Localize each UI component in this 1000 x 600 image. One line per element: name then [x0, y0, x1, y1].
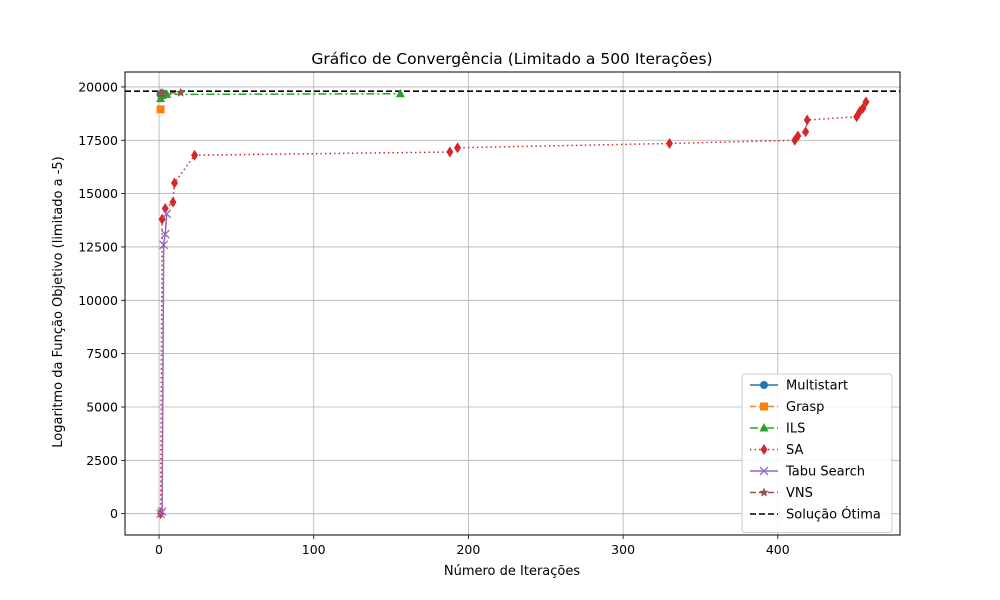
data-point-grasp [156, 105, 165, 114]
marker-shape [760, 444, 768, 455]
marker-shape [760, 402, 768, 411]
data-point-sa [169, 196, 177, 208]
marker-stroke [159, 240, 169, 250]
legend-entry-ils: ILS [750, 422, 805, 437]
legend-marker [760, 444, 768, 455]
legend-entry-vns: VNS [750, 486, 813, 501]
marker-shape [794, 130, 802, 142]
legend-marker [759, 423, 769, 432]
legend-label: Tabu Search [785, 465, 865, 480]
marker-shape [454, 142, 462, 154]
x-axis-label: Número de Iterações [444, 564, 580, 579]
legend-marker [759, 487, 769, 497]
x-tick-label: 400 [766, 542, 790, 557]
x-tick-label: 100 [302, 542, 326, 557]
marker-stroke [160, 229, 170, 239]
series-layer [155, 87, 870, 520]
chart-title: Gráfico de Convergência (Limitado a 500 … [311, 50, 712, 68]
series-grasp [156, 105, 165, 114]
y-tick-label: 10000 [78, 293, 118, 308]
legend-label: Solução Ótima [786, 507, 881, 523]
marker-shape [171, 177, 179, 189]
legend-entry-solução-ótima: Solução Ótima [750, 507, 881, 523]
data-point-tabu-search [162, 209, 172, 219]
data-point-sa [454, 142, 462, 154]
series-sa [157, 96, 870, 520]
data-point-sa [191, 149, 199, 161]
x-tick-label: 300 [611, 542, 635, 557]
marker-stroke [162, 209, 172, 219]
data-point-sa [862, 96, 870, 108]
y-axis-label: Logaritmo da Função Objetivo (limitado a… [51, 156, 66, 447]
legend-entry-tabu-search: Tabu Search [750, 465, 865, 480]
marker-shape [156, 105, 165, 114]
data-point-sa [446, 146, 454, 158]
marker-shape [760, 381, 768, 389]
legend-marker [760, 402, 768, 411]
marker-shape [759, 423, 769, 432]
y-tick-label: 0 [110, 506, 118, 521]
legend-box [741, 373, 893, 533]
marker-shape [802, 126, 810, 138]
legend-entry-sa: SA [750, 443, 803, 458]
data-point-sa [794, 130, 802, 142]
y-tick-label: 15000 [78, 186, 118, 201]
data-point-sa [803, 114, 811, 126]
legend-marker [759, 466, 769, 476]
ticks: 0 100 200 300 400 0 2500 5000 7500 10000 12500 1500… [78, 79, 790, 557]
series-vns [155, 87, 186, 98]
marker-shape [862, 96, 870, 108]
marker-stroke [759, 466, 769, 476]
marker-shape [175, 87, 186, 97]
marker-stroke [157, 507, 167, 516]
legend: Multistart Grasp ILS SA Tabu Search VNS Soluçã… [741, 373, 893, 533]
data-point-sa [859, 102, 867, 114]
marker-shape [395, 88, 405, 98]
marker-shape [157, 87, 167, 97]
marker-shape [759, 487, 769, 497]
legend-label: Multistart [786, 379, 848, 394]
data-point-sa [171, 177, 179, 189]
legend-label: ILS [786, 422, 805, 437]
data-point-ils [395, 88, 405, 98]
marker-shape [859, 102, 867, 114]
data-point-vns [175, 87, 186, 97]
legend-entry-grasp: Grasp [750, 400, 824, 415]
data-point-tabu-search [159, 240, 169, 250]
marker-shape [803, 114, 811, 126]
grid-lines [125, 72, 900, 535]
x-tick-label: 0 [155, 542, 163, 557]
plot-frame [124, 71, 901, 536]
data-point-vns [157, 87, 167, 97]
data-point-tabu-search [157, 507, 167, 516]
data-point-tabu-search [160, 229, 170, 239]
marker-shape [666, 137, 674, 149]
x-tick-label: 200 [456, 542, 480, 557]
series-line-ils [159, 93, 401, 99]
legend-marker [760, 381, 768, 389]
y-tick-label: 20000 [78, 79, 118, 94]
y-tick-label: 17500 [78, 133, 118, 148]
legend-label: VNS [786, 486, 813, 501]
marker-shape [446, 146, 454, 158]
y-tick-label: 5000 [86, 399, 118, 414]
marker-shape [191, 149, 199, 161]
data-point-sa [802, 126, 810, 138]
legend-entry-multistart: Multistart [750, 379, 848, 394]
marker-shape [169, 196, 177, 208]
series-tabu-search [156, 209, 172, 519]
y-tick-label: 7500 [86, 346, 118, 361]
data-point-sa [666, 137, 674, 149]
legend-label: SA [786, 443, 803, 458]
y-tick-label: 2500 [86, 453, 118, 468]
legend-label: Grasp [786, 400, 824, 415]
y-tick-label: 12500 [78, 239, 118, 254]
